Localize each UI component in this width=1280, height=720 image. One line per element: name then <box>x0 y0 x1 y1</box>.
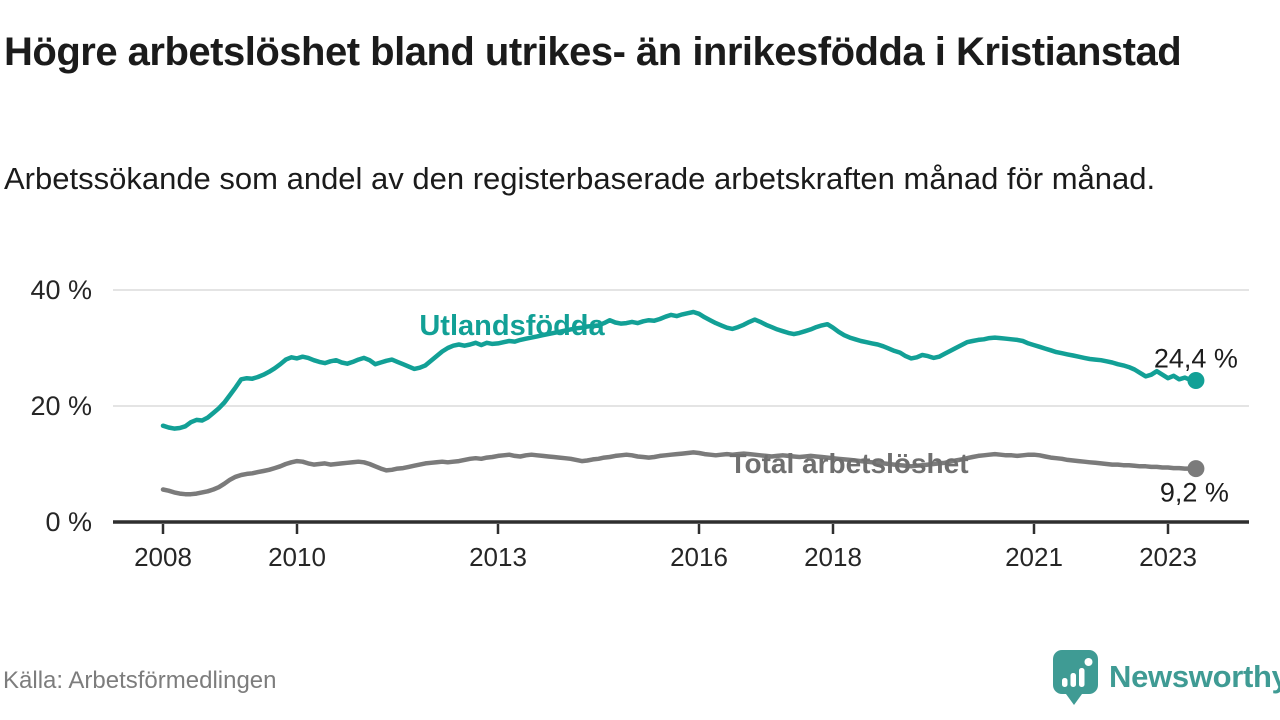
x-axis-tick-label: 2008 <box>134 542 192 572</box>
series-end-dot <box>1187 460 1205 478</box>
y-axis-tick-label: 40 % <box>30 275 92 305</box>
y-axis-tick-label: 20 % <box>30 391 92 421</box>
series-end-value-label: 24,4 % <box>1154 343 1238 373</box>
x-axis-tick-label: 2010 <box>268 542 326 572</box>
newsworthy-logo: Newsworthy <box>1052 648 1280 706</box>
x-axis-tick-label: 2021 <box>1005 542 1063 572</box>
chart-title: Högre arbetslöshet bland utrikes- än inr… <box>4 30 1182 74</box>
brand-name: Newsworthy <box>1109 659 1280 694</box>
source-note: Källa: Arbetsförmedlingen <box>3 667 277 694</box>
x-axis-tick-label: 2023 <box>1139 542 1197 572</box>
x-axis-tick-label: 2013 <box>469 542 527 572</box>
y-axis-tick-label: 0 % <box>45 507 92 537</box>
series-end-value-label: 9,2 % <box>1160 478 1229 508</box>
series-name-label: Utlandsfödda <box>419 310 605 342</box>
x-axis-tick-label: 2018 <box>804 542 862 572</box>
series-line <box>160 309 1199 431</box>
x-axis-tick-label: 2016 <box>670 542 728 572</box>
series-name-label: Total arbetslöshet <box>729 448 968 479</box>
series-end-dot <box>1187 371 1205 389</box>
newsworthy-bubble-chart-icon <box>1053 649 1098 705</box>
chart-subtitle: Arbetssökande som andel av den registerb… <box>4 161 1156 196</box>
series-line <box>160 450 1199 497</box>
